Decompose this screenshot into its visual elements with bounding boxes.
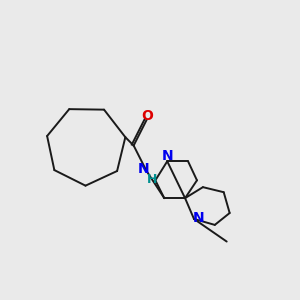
Text: N: N <box>138 162 150 176</box>
Text: H: H <box>147 173 157 186</box>
Text: N: N <box>162 149 174 163</box>
Text: O: O <box>141 109 153 123</box>
Text: N: N <box>192 211 204 225</box>
